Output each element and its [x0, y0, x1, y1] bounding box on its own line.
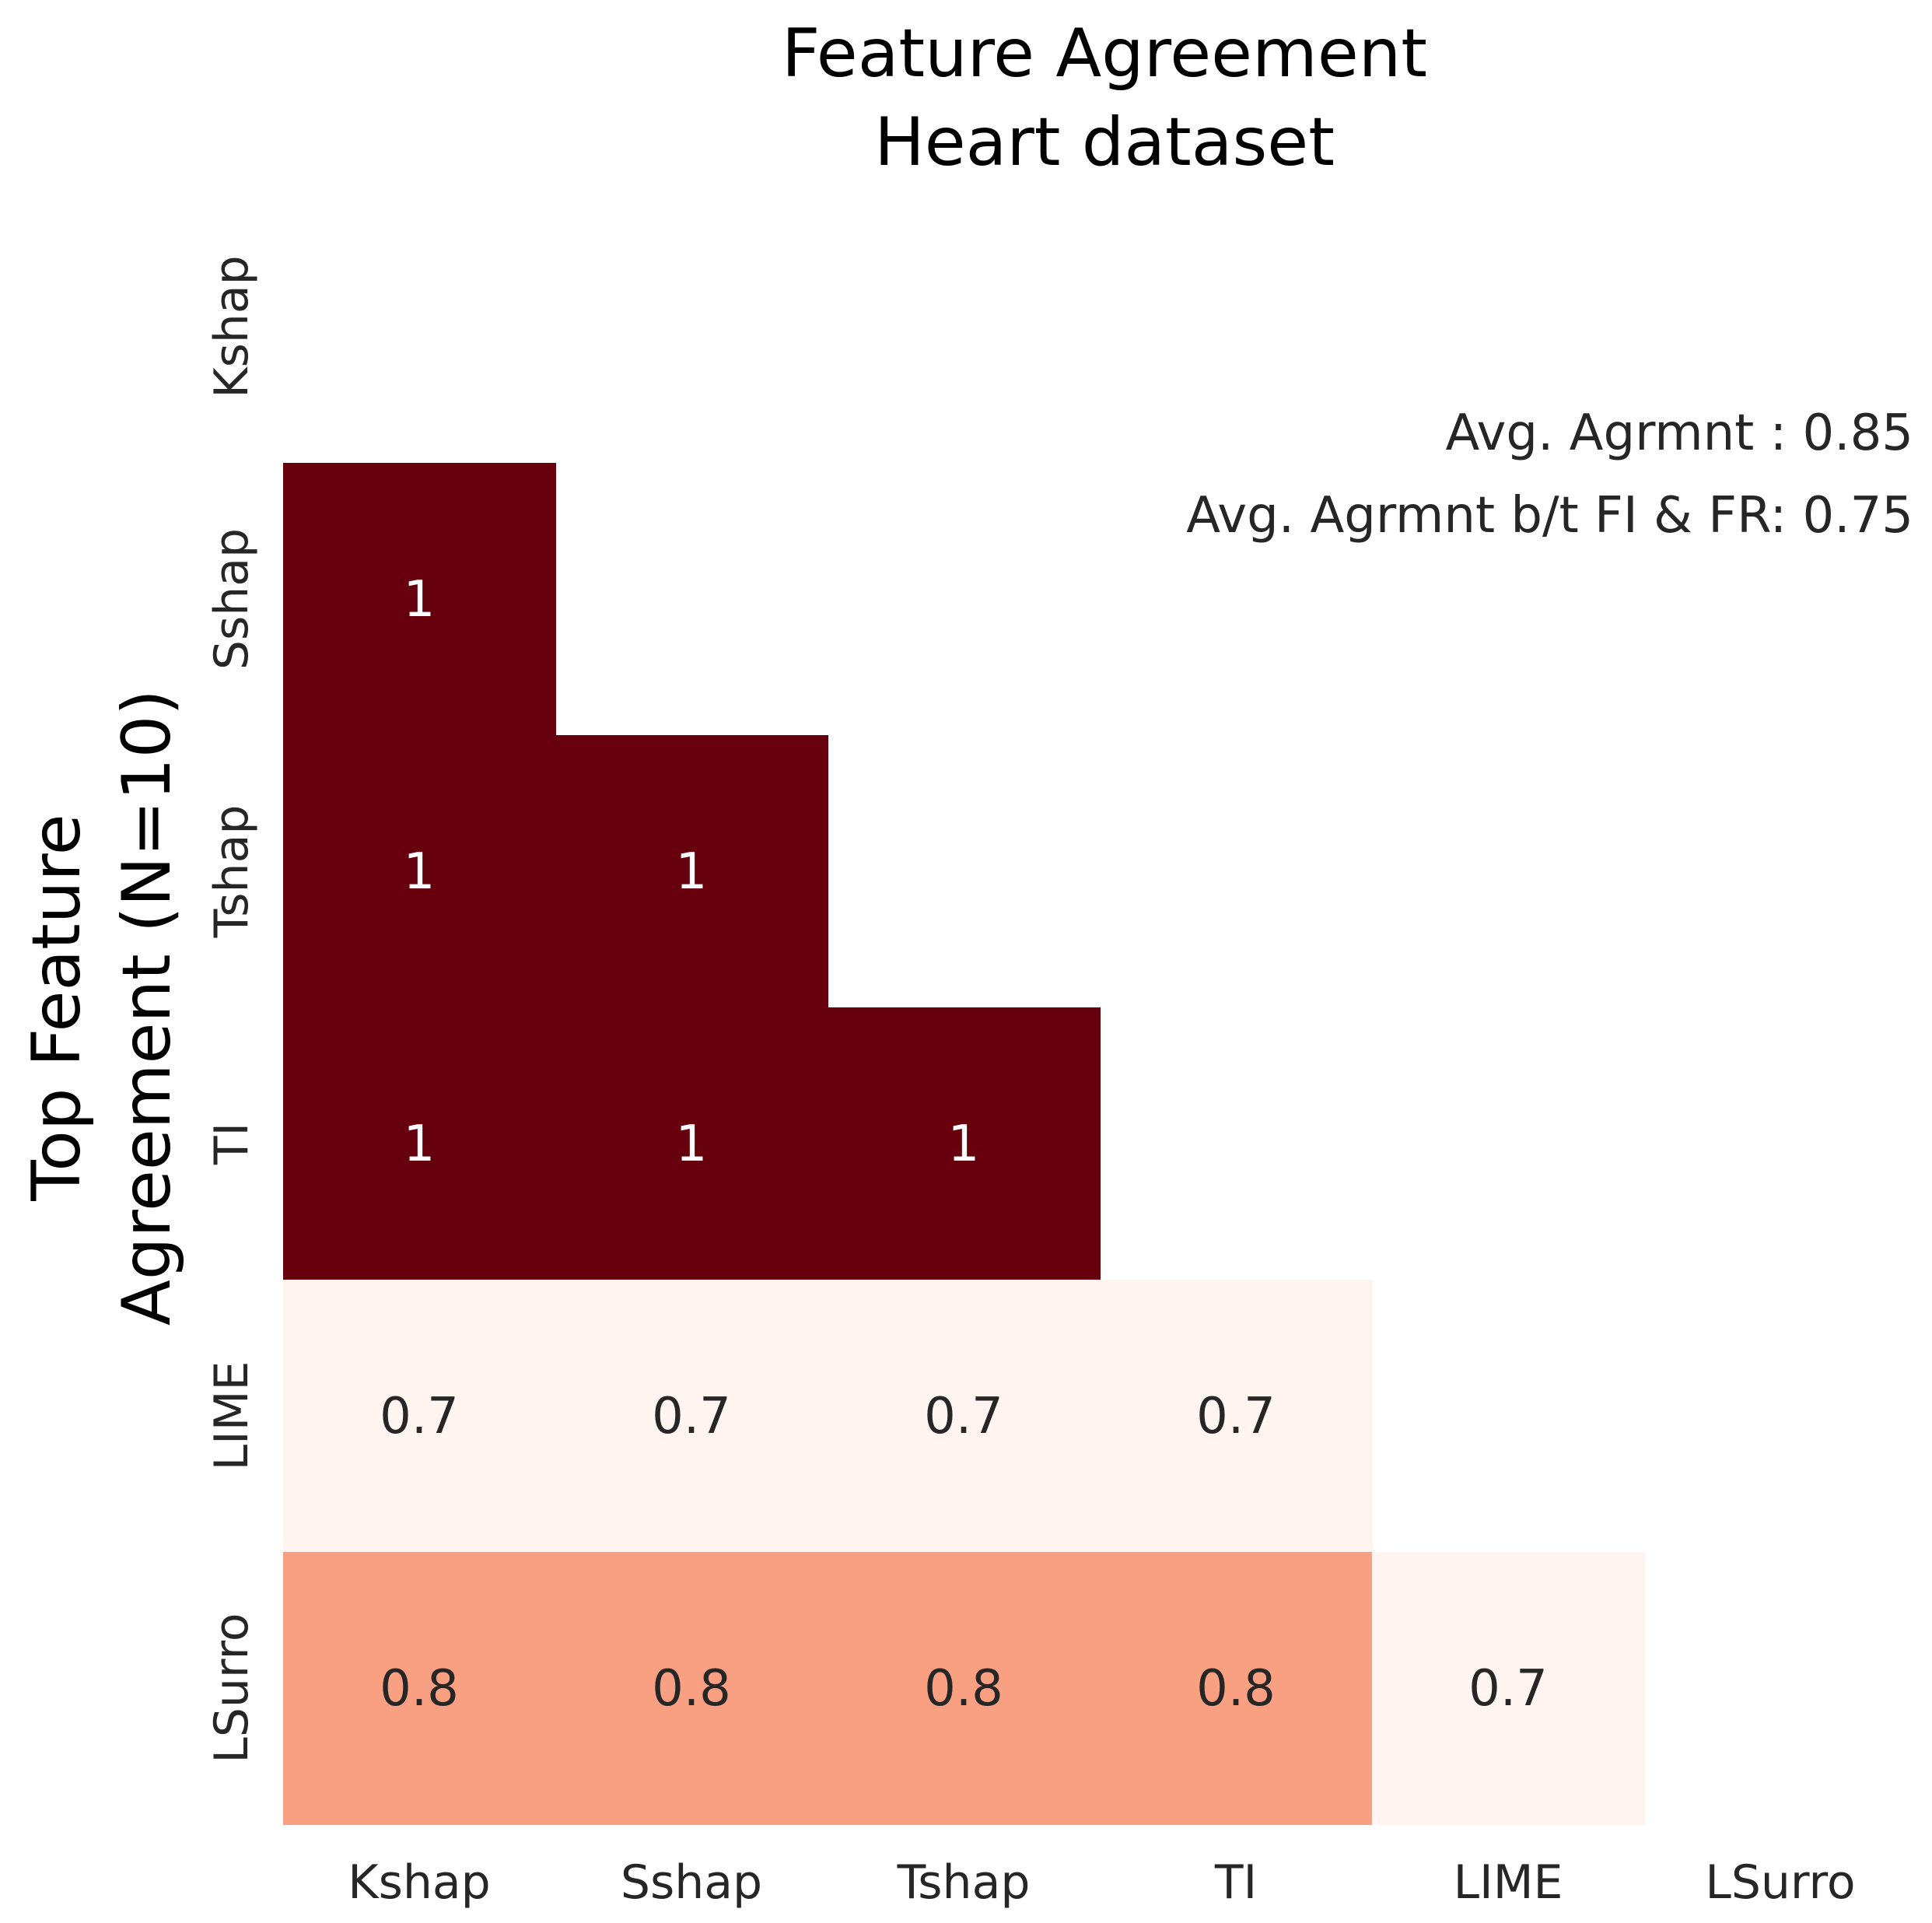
cell-value-label: 1 — [676, 1116, 708, 1173]
heatmap-cell-LSurro-LIME — [1372, 1552, 1645, 1825]
x-tick-label: TI — [1214, 1855, 1257, 1910]
y-tick-label: Sshap — [205, 528, 259, 670]
y-tick-label: LSurro — [205, 1613, 259, 1763]
y-tick-label: TI — [205, 1123, 259, 1165]
cell-value-label: 0.7 — [1196, 1388, 1276, 1445]
cell-value-label: 1 — [404, 571, 436, 629]
heatmap-cell-LSurro-Kshap — [283, 1552, 556, 1825]
y-axis-label-line: Agreement (N=10) — [108, 689, 186, 1326]
heatmap-cell-labels: 1 1 1 1 1 1 0.7 0.7 0.7 0.7 0.8 0.8 0.8 0.8 0.7 — [380, 571, 1548, 1718]
annotation-avg-agreement-fi-fr: Avg. Agrmnt b/t FI & FR: 0.75 — [1186, 487, 1913, 545]
heatmap-cell-LSurro-TI — [1100, 1552, 1373, 1825]
cell-value-label: 0.7 — [652, 1388, 731, 1445]
y-axis-label: Top Feature Agreement (N=10) — [18, 689, 186, 1326]
y-tick-label: Kshap — [205, 255, 259, 398]
cell-value-label: 0.8 — [1196, 1660, 1276, 1718]
heatmap-cell-Tshap-Kshap — [283, 735, 556, 1008]
x-tick-label: LIME — [1454, 1855, 1563, 1910]
heatmap-cell-TI-Tshap — [828, 1007, 1101, 1280]
heatmap-cell-LSurro-Sshap — [555, 1552, 828, 1825]
chart-title: Feature Agreement — [782, 15, 1427, 93]
x-tick-label: Sshap — [621, 1855, 762, 1910]
cell-value-label: 1 — [404, 843, 436, 901]
cell-value-label: 0.7 — [924, 1388, 1003, 1445]
x-tick-label: Tshap — [897, 1855, 1031, 1910]
y-tick-label: LIME — [205, 1361, 259, 1471]
cell-value-label: 0.7 — [380, 1388, 459, 1445]
cell-value-label: 0.8 — [380, 1660, 459, 1718]
heatmap-cell-LIME-Tshap — [828, 1280, 1101, 1553]
x-tick-label: Kshap — [348, 1855, 491, 1910]
cell-value-label: 1 — [404, 1116, 436, 1173]
heatmap-cell-LSurro-Tshap — [828, 1552, 1101, 1825]
chart-subtitle: Heart dataset — [874, 103, 1335, 181]
cell-value-label: 1 — [948, 1116, 980, 1173]
heatmap-cells — [283, 463, 1645, 1825]
heatmap-cell-TI-Sshap — [555, 1007, 828, 1280]
heatmap-cell-LIME-Kshap — [283, 1280, 556, 1553]
cell-value-label: 0.8 — [924, 1660, 1003, 1718]
heatmap-cell-Sshap-Kshap — [283, 463, 556, 736]
heatmap-cell-LIME-TI — [1100, 1280, 1373, 1553]
y-tick-label: Tshap — [205, 805, 259, 939]
heatmap-cell-TI-Kshap — [283, 1007, 556, 1280]
annotation-avg-agreement: Avg. Agrmnt : 0.85 — [1445, 405, 1913, 462]
heatmap-cell-Tshap-Sshap — [555, 735, 828, 1008]
cell-value-label: 0.7 — [1468, 1660, 1548, 1718]
cell-value-label: 0.8 — [652, 1660, 731, 1718]
x-tick-label: LSurro — [1705, 1855, 1855, 1910]
cell-value-label: 1 — [676, 843, 708, 901]
y-axis-label-line: Top Feature — [18, 814, 96, 1201]
axis-ticks: Kshap Sshap Tshap TI LIME LSurro Kshap Sshap Tsh… — [205, 255, 1856, 1910]
heatmap-cell-LIME-Sshap — [555, 1280, 828, 1553]
